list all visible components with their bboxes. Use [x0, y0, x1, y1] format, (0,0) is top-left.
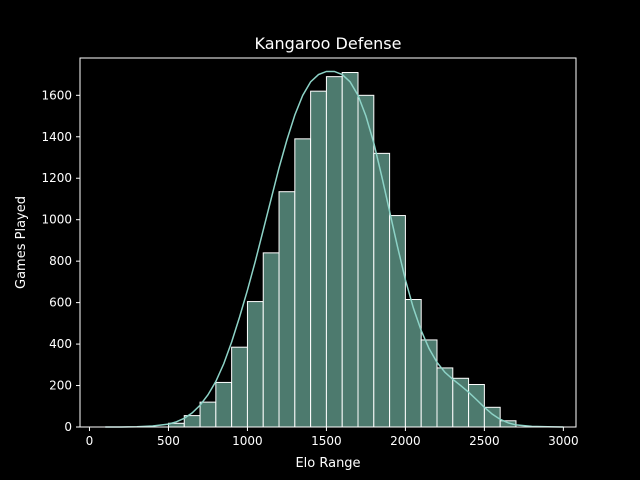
plot-frame	[79, 57, 577, 428]
histogram-bar-800-900	[215, 381, 233, 428]
histogram-bar-1800-1900	[373, 152, 391, 428]
histogram-bars	[167, 72, 517, 428]
x-axis-ticks: 0 500 1000 1500 2000 2500 3000	[86, 427, 579, 448]
histogram-bar-1700-1800	[357, 94, 375, 428]
histogram-bar-2100-2200	[420, 339, 438, 428]
x-axis-label: Elo Range	[295, 456, 360, 471]
histogram-bar-700-800	[199, 401, 217, 428]
histogram-bar-1100-1200	[262, 252, 280, 428]
chart-title: Kangaroo Defense	[255, 34, 402, 53]
x-tick-label-2000: 2000	[390, 434, 421, 448]
x-tick-label-2500: 2500	[469, 434, 500, 448]
x-tick-label-500: 500	[157, 434, 180, 448]
y-tick-label-1600: 1600	[41, 88, 72, 102]
histogram-bar-2000-2100	[404, 299, 422, 428]
y-tick-label-200: 200	[49, 379, 72, 393]
y-tick-label-800: 800	[49, 254, 72, 268]
x-tick-label-1500: 1500	[311, 434, 342, 448]
y-axis-ticks: 0 200 400 600 800 1000 1200 1400 1600	[41, 88, 80, 434]
y-tick-label-600: 600	[49, 296, 72, 310]
histogram-bar-1000-1100	[246, 301, 264, 428]
y-axis-label: Games Played	[14, 196, 29, 289]
kde-curve	[105, 70, 564, 428]
histogram-bar-1500-1600	[325, 76, 343, 428]
x-tick-label-1000: 1000	[232, 434, 263, 448]
histogram-bar-1600-1700	[341, 72, 359, 428]
histogram-bar-900-1000	[231, 346, 248, 428]
x-tick-label-3000: 3000	[548, 434, 579, 448]
histogram-bar-1200-1300	[278, 191, 296, 428]
y-tick-label-1000: 1000	[41, 213, 72, 227]
histogram-bar-1400-1500	[310, 90, 327, 428]
y-tick-label-1400: 1400	[41, 130, 72, 144]
y-tick-label-0: 0	[64, 420, 72, 434]
x-tick-label-0: 0	[86, 434, 94, 448]
y-tick-label-400: 400	[49, 337, 72, 351]
y-tick-label-1200: 1200	[41, 171, 72, 185]
histogram-bar-1300-1400	[294, 138, 312, 428]
